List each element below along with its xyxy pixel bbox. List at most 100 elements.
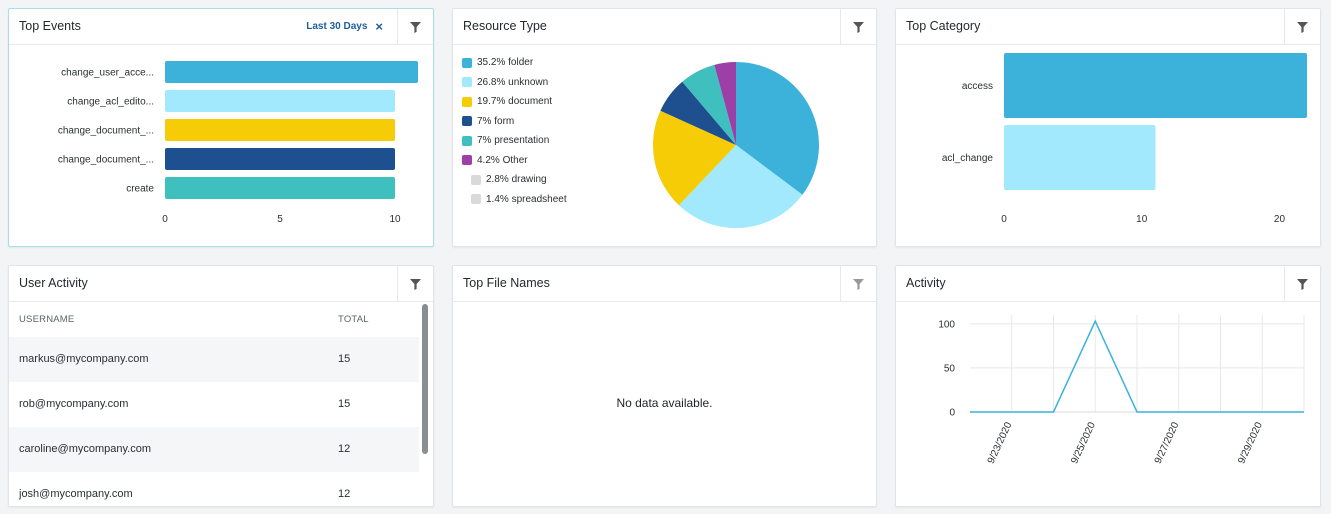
x-tick-label: 9/23/2020 (986, 420, 1015, 465)
pie-slice[interactable] (660, 81, 736, 145)
legend-item[interactable]: 19.7% document (462, 92, 567, 112)
top-file-names-card: Top File Names No data available. (452, 265, 877, 507)
category-label: change_user_acce... (61, 68, 154, 79)
activity-card: Activity 0 50 100 9/23/2020 9/25/2020 9/27/20… (895, 265, 1321, 507)
top-events-card: Top Events Last 30 Days × change_user_ac… (8, 8, 434, 247)
top-events-header: Top Events Last 30 Days × (9, 9, 433, 45)
table-scrollbar[interactable] (422, 304, 430, 506)
top-events-title: Top Events (19, 19, 81, 33)
bar[interactable] (165, 90, 395, 112)
activity-line-chart: 0 50 100 9/23/2020 9/25/2020 9/27/2020 9/29/20… (938, 315, 1305, 466)
series-line (970, 319, 1304, 413)
user-activity-filter-button[interactable] (397, 266, 433, 302)
user-activity-title: User Activity (19, 276, 88, 290)
close-icon[interactable]: × (375, 18, 383, 34)
legend-label: 1.4% spreadsheet (486, 193, 567, 205)
cell-total: 15 (338, 398, 351, 410)
legend-swatch (462, 155, 472, 166)
legend-label: 7% form (477, 115, 515, 127)
legend-label: 19.7% document (477, 96, 553, 108)
legend-item[interactable]: 4.2% Other (462, 151, 567, 171)
top-category-filter-button[interactable] (1284, 9, 1320, 45)
scrollbar-thumb[interactable] (422, 304, 428, 454)
pie-slice[interactable] (678, 145, 803, 228)
legend-swatch (462, 135, 472, 146)
activity-filter-button[interactable] (1284, 266, 1320, 302)
legend-item[interactable]: 7% form (462, 112, 567, 132)
bar[interactable] (165, 61, 418, 83)
legend-swatch (462, 116, 472, 127)
x-tick-label: 20 (1274, 214, 1286, 225)
x-tick-label: 9/27/2020 (1153, 420, 1182, 465)
pie-slice[interactable] (736, 62, 819, 195)
cell-total: 12 (338, 443, 351, 455)
cell-username: caroline@mycompany.com (19, 443, 152, 455)
y-tick-label: 50 (944, 363, 956, 374)
legend-swatch (471, 194, 481, 205)
x-tick-label: 0 (1001, 214, 1007, 225)
x-tick-label: 5 (277, 214, 283, 225)
filter-icon (410, 278, 421, 290)
top-category-card: Top Category access acl_change 0 10 20 (895, 8, 1321, 247)
resource-type-card: Resource Type 35.2% folder 26.8% unknown… (452, 8, 877, 247)
activity-header: Activity (896, 266, 1320, 302)
x-tick-label: 10 (389, 214, 401, 225)
bar[interactable] (1004, 125, 1156, 190)
empty-state-message: No data available. (616, 396, 713, 410)
date-filter-label: Last 30 Days (306, 21, 368, 32)
legend-label: 7% presentation (477, 135, 550, 147)
legend-item[interactable]: 26.8% unknown (462, 73, 567, 93)
filter-icon (1297, 21, 1308, 33)
legend-label: 2.8% drawing (486, 174, 547, 186)
cell-username: rob@mycompany.com (19, 398, 129, 410)
category-label: create (126, 184, 154, 195)
top-category-chart: access acl_change 0 10 20 (942, 53, 1307, 225)
top-category-header: Top Category (896, 9, 1320, 45)
legend-item[interactable]: 35.2% folder (462, 53, 567, 73)
legend-label: 4.2% Other (477, 154, 528, 166)
pie-slice[interactable] (714, 62, 736, 145)
legend-label: 26.8% unknown (477, 76, 549, 88)
legend-swatch (462, 96, 472, 107)
category-label: acl_change (942, 153, 994, 164)
category-label: change_document_... (58, 126, 154, 137)
top-events-filter-button[interactable] (397, 9, 433, 45)
top-file-names-title: Top File Names (463, 276, 550, 290)
date-filter-tag[interactable]: Last 30 Days × (306, 18, 383, 34)
table-row[interactable]: rob@mycompany.com 15 (9, 382, 419, 427)
table-row[interactable]: josh@mycompany.com 12 (9, 472, 419, 506)
resource-type-filter-button[interactable] (840, 9, 876, 45)
filter-icon (1297, 278, 1308, 290)
resource-type-header: Resource Type (453, 9, 876, 45)
bar[interactable] (165, 119, 395, 141)
cell-username: josh@mycompany.com (19, 488, 133, 500)
bar[interactable] (1004, 53, 1307, 118)
column-header-total[interactable]: TOTAL (338, 314, 369, 325)
x-tick-label: 10 (1136, 214, 1148, 225)
top-category-title: Top Category (906, 19, 981, 33)
top-file-names-header: Top File Names (453, 266, 876, 302)
resource-type-pie-chart (653, 62, 819, 228)
cell-total: 15 (338, 353, 351, 365)
table-row[interactable]: markus@mycompany.com 15 (9, 337, 419, 382)
user-activity-header: User Activity (9, 266, 433, 302)
filter-icon (853, 21, 864, 33)
legend-swatch (471, 174, 481, 185)
legend-swatch (462, 57, 472, 68)
table-row[interactable]: caroline@mycompany.com 12 (9, 427, 419, 472)
bar[interactable] (165, 148, 395, 170)
column-header-username[interactable]: USERNAME (19, 314, 75, 325)
pie-slice[interactable] (653, 110, 736, 206)
pie-slice[interactable] (682, 64, 736, 145)
legend-item[interactable]: 2.8% drawing (462, 170, 567, 190)
category-label: change_document_... (58, 155, 154, 166)
table-header: USERNAME TOTAL (9, 302, 419, 337)
activity-title: Activity (906, 276, 946, 290)
bar[interactable] (165, 177, 395, 199)
legend-item[interactable]: 1.4% spreadsheet (462, 190, 567, 210)
x-tick-label: 9/25/2020 (1069, 420, 1098, 465)
legend-item[interactable]: 7% presentation (462, 131, 567, 151)
y-tick-label: 0 (949, 408, 955, 419)
legend-label: 35.2% folder (477, 57, 534, 69)
top-file-names-filter-button[interactable] (840, 266, 876, 302)
